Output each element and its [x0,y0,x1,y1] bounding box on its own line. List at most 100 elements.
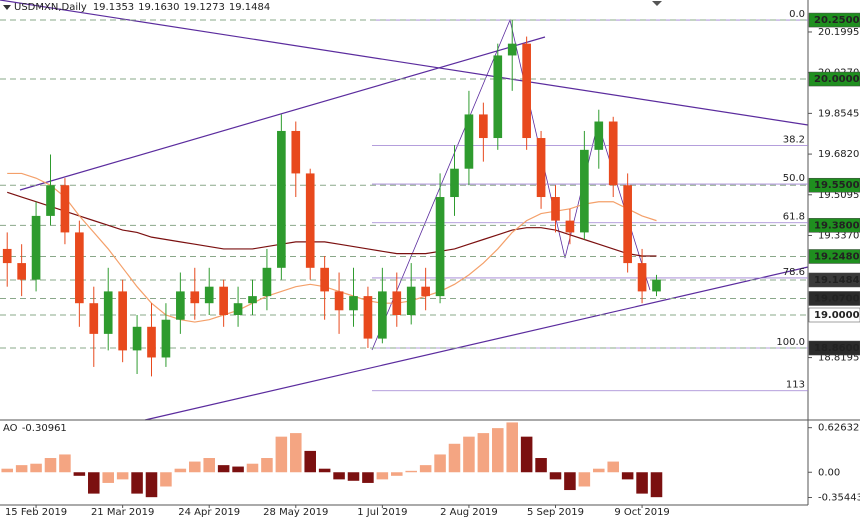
candle-body [305,173,315,268]
level-label: 20.2500 [814,15,860,26]
level-label: 18.8600 [814,343,860,354]
ao-bar [405,470,417,473]
quote-close: 19.1484 [229,2,270,13]
candle-body [46,185,55,216]
scroll-marker [652,1,662,6]
x-tick-label: 15 Feb 2019 [5,507,67,518]
ao-bar [145,472,158,498]
fib-label: 100.0 [776,337,805,348]
trend-line [0,0,809,126]
ao-bar [30,463,42,473]
candle-body [118,291,127,351]
level-label: 19.3800 [814,220,860,231]
quote-low: 19.1273 [184,2,225,13]
candle-body [435,197,445,297]
moving-average [7,172,657,323]
y-tick-label: 19.8545 [818,108,859,119]
level-label: 19.2480 [814,251,860,262]
candle-body [623,185,632,264]
candle-body [637,263,647,292]
level-label: 19.0700 [814,293,860,304]
x-tick-label: 1 Jul 2019 [357,507,407,518]
candle-body [507,43,517,56]
ao-y-tick-label: 0.62632 [818,423,859,434]
ao-bar [232,466,244,473]
ao-bar [59,454,71,473]
level-box [808,177,860,193]
candle-body [565,220,575,233]
ao-bar [1,468,13,473]
candle-body [536,138,546,198]
candle-body [652,279,661,292]
ao-bar [217,465,230,473]
y-tick-label: 20.1995 [818,27,859,38]
level-box [808,249,860,264]
trend-line [144,266,809,421]
ao-bar [535,458,547,473]
candle-body [608,121,618,186]
symbol-header: USDMXN,Daily 19.1353 19.1630 19.1273 19.1484 [14,2,270,13]
candle-body [421,286,430,297]
ao-bar [102,472,114,483]
ao-bar [448,443,461,473]
ao-bar [564,472,576,491]
ao-bar [290,433,302,473]
candle-body [161,319,171,358]
ao-bar [362,472,374,483]
candle-body [580,149,589,233]
candle-body [277,130,286,268]
y-tick-label: 19.6820 [818,149,859,160]
level-label: 19.0000 [814,310,860,321]
level-box [808,12,860,28]
candle-body [17,263,26,280]
fib-label: 78.6 [783,267,805,278]
ao-bar [318,468,331,473]
ao-header: AO -0.30961 [3,423,67,434]
level-box [808,71,860,87]
ao-name: AO [3,423,18,434]
candle-body [522,43,531,139]
ao-bar [520,436,533,473]
ao-y-tick-label: -0.35443 [818,492,860,503]
menu-triangle[interactable] [3,5,11,10]
x-tick-label: 28 May 2019 [263,507,328,518]
quote-high: 19.1630 [138,2,179,13]
ao-bar [174,468,187,473]
level-label: 19.1484 [814,275,860,286]
y-tick-label: 19.5095 [818,190,859,201]
ao-bar [376,472,389,480]
ao-bar [116,472,129,480]
symbol: USDMXN,Daily [14,2,87,13]
candle-body [219,286,228,315]
candle-body [147,326,156,358]
ao-bar [73,472,86,476]
candle-body [406,286,416,315]
candle-body [176,291,185,320]
candle-body [479,114,488,139]
ao-bar [275,436,288,473]
candle-body [2,248,12,264]
candle-body [233,303,243,315]
ao-bar [578,472,591,487]
ao-bar [636,472,648,494]
level-box [808,291,860,306]
candle-body [204,286,214,304]
candle-body [392,291,402,315]
ao-y-tick-label: 0.00 [818,467,840,478]
ao-bar [246,463,259,473]
fib-label: 38.2 [783,134,805,145]
fib-label: 61.8 [783,212,805,223]
level-box [808,340,860,356]
candle-body [493,55,503,139]
candle-body [31,215,41,280]
ao-bar [189,461,201,473]
ao-bar [477,433,490,473]
ao-bar [549,472,562,480]
ao-last: -0.30961 [22,423,67,434]
level-box [808,307,860,323]
x-tick-label: 24 Apr 2019 [178,507,240,518]
level-label: 20.0000 [814,74,860,85]
candle-body [334,291,344,311]
